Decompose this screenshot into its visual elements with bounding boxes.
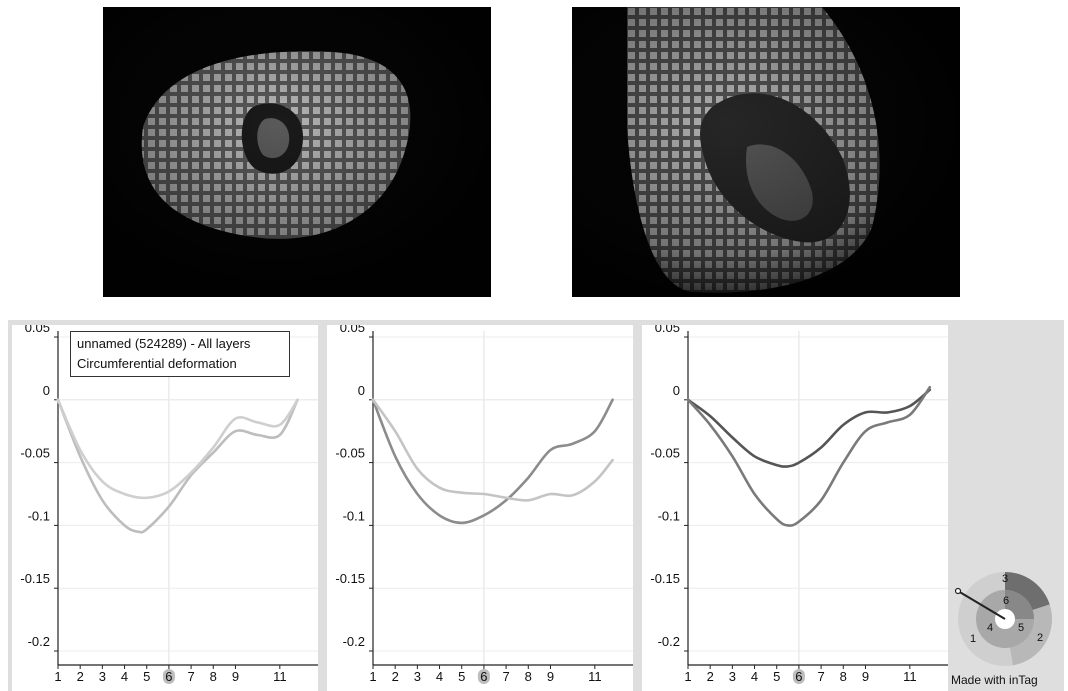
- series-line-2: [56, 398, 299, 500]
- series-line-1: [56, 398, 299, 534]
- segment-6[interactable]: [1005, 590, 1034, 619]
- x-tick-label: 4: [121, 669, 128, 684]
- x-tick-label: 3: [729, 669, 736, 684]
- y-tick-label: 0: [358, 383, 365, 398]
- x-tick-highlight: [792, 669, 805, 684]
- x-tick-label: 2: [77, 669, 84, 684]
- legend-title: unnamed (524289) - All layers: [77, 336, 251, 351]
- x-tick-label: 1: [684, 669, 691, 684]
- y-tick-label: -0.15: [650, 571, 680, 586]
- x-tick-label: 3: [99, 669, 106, 684]
- y-tick-label: 0: [43, 383, 50, 398]
- y-tick-label: -0.2: [343, 634, 365, 649]
- deformation-chart-1: 0.05 0 -0.05 -0.1 -0.15 -0.2 1 2 3 4 5 6 7 8 9 11 unnam…: [12, 325, 318, 691]
- series-line-1: [686, 388, 932, 468]
- x-tick-label: 11: [588, 669, 602, 684]
- pointer-handle[interactable]: [954, 587, 962, 595]
- x-tick-label: 3: [414, 669, 421, 684]
- x-tick-label: 6: [795, 669, 802, 684]
- x-tick-label: 7: [817, 669, 824, 684]
- segment-label-2: 2: [1037, 632, 1043, 644]
- x-tick-label: 8: [840, 669, 847, 684]
- y-tick-label: -0.05: [335, 446, 365, 461]
- y-tick-label: -0.1: [343, 508, 365, 523]
- x-tick-label: 7: [187, 669, 194, 684]
- segment-selector[interactable]: 3 6 4 5 1 2: [950, 565, 1060, 691]
- y-tick-label: 0.05: [25, 325, 50, 335]
- x-tick-label: 9: [232, 669, 239, 684]
- x-tick-label: 5: [143, 669, 150, 684]
- series-line-2: [371, 398, 614, 502]
- y-tick-label: 0.05: [340, 325, 365, 335]
- x-tick-label: 6: [480, 669, 487, 684]
- y-tick-label: -0.2: [658, 634, 680, 649]
- x-tick-label: 8: [210, 669, 217, 684]
- x-tick-label: 5: [773, 669, 780, 684]
- chart-1-svg: 0.05 0 -0.05 -0.1 -0.15 -0.2 1 2 3 4 5 6 7 8 9 11: [20, 325, 318, 684]
- x-tick-label: 4: [751, 669, 758, 684]
- y-tick-label: -0.15: [335, 571, 365, 586]
- x-tick-label: 5: [458, 669, 465, 684]
- segment-label-3: 3: [1002, 573, 1008, 585]
- y-tick-label: -0.1: [658, 508, 680, 523]
- x-tick-label: 1: [369, 669, 376, 684]
- mri-long-axis-image: [572, 7, 960, 297]
- x-tick-label: 11: [273, 669, 287, 684]
- series-line-1: [371, 398, 614, 525]
- x-tick-label: 8: [525, 669, 532, 684]
- series-line-2: [686, 385, 932, 527]
- chart-3-svg: 0.05 0 -0.05 -0.1 -0.15 -0.2 1 2 3 4 5 6 7 8 9 11: [650, 325, 948, 684]
- y-tick-label: -0.2: [28, 634, 50, 649]
- segment-label-5: 5: [1018, 622, 1024, 634]
- x-tick-label: 1: [54, 669, 61, 684]
- x-tick-label: 9: [862, 669, 869, 684]
- deformation-chart-3: 0.05 0 -0.05 -0.1 -0.15 -0.2 1 2 3 4 5 6 7 8 9 11: [642, 325, 948, 691]
- x-tick-label: 6: [165, 669, 172, 684]
- deformation-chart-2: 0.05 0 -0.05 -0.1 -0.15 -0.2 1 2 3 4 5 6 7 8 9 11: [327, 325, 633, 691]
- mri-short-axis-image: [103, 7, 491, 297]
- x-tick-label: 9: [547, 669, 554, 684]
- y-tick-label: -0.05: [20, 446, 50, 461]
- segment-label-6: 6: [1003, 595, 1009, 607]
- segment-label-1: 1: [970, 633, 976, 645]
- y-tick-label: -0.05: [650, 446, 680, 461]
- x-tick-highlight: [477, 669, 490, 684]
- x-tick-label: 4: [436, 669, 443, 684]
- y-tick-label: 0: [673, 383, 680, 398]
- segment-pointer[interactable]: [957, 590, 1006, 620]
- segment-label-4: 4: [987, 622, 993, 634]
- x-tick-highlight: [162, 669, 175, 684]
- footer-credit: Made with inTag: [951, 673, 1038, 687]
- chart-legend: unnamed (524289) - All layers Circumfere…: [70, 331, 290, 377]
- legend-subtitle: Circumferential deformation: [77, 356, 237, 371]
- x-tick-label: 2: [707, 669, 714, 684]
- x-tick-label: 2: [392, 669, 399, 684]
- y-tick-label: -0.1: [28, 508, 50, 523]
- x-tick-label: 11: [903, 669, 917, 684]
- y-tick-label: 0.05: [655, 325, 680, 335]
- y-tick-label: -0.15: [20, 571, 50, 586]
- chart-2-svg: 0.05 0 -0.05 -0.1 -0.15 -0.2 1 2 3 4 5 6 7 8 9 11: [335, 325, 633, 684]
- x-tick-label: 7: [502, 669, 509, 684]
